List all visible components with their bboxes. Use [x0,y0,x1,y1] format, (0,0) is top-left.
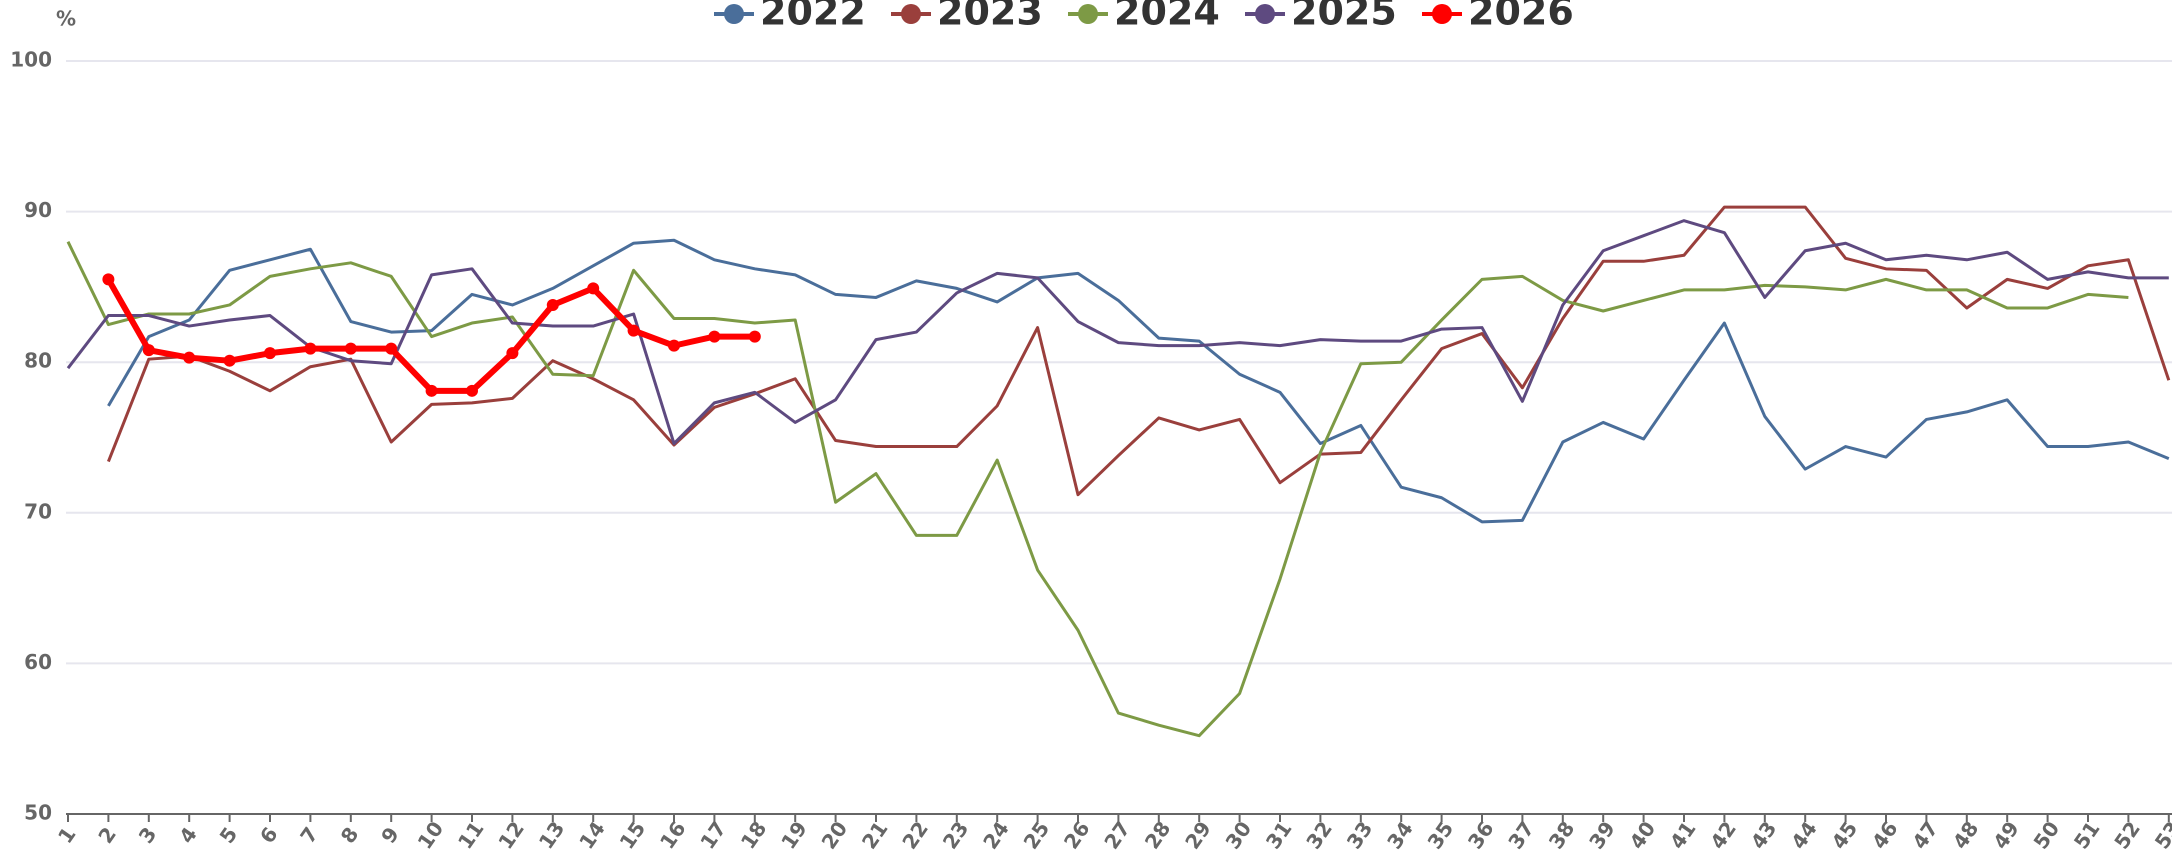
point [708,330,721,343]
x-tick-label: 16 [655,817,691,854]
x-tick-label: 30 [1221,817,1257,854]
x-tick-label: 43 [1746,817,1782,854]
point [183,351,196,364]
legend-item: 2025 [1245,0,1397,34]
x-tick-label: 48 [1948,817,1984,854]
point [344,342,357,355]
point [748,330,761,343]
x-tick-label: 33 [1342,817,1378,854]
y-tick-label: 50 [24,801,52,825]
x-tick-label: 19 [776,817,812,854]
x-tick-label: 2 [93,823,121,848]
x-tick-label: 46 [1867,817,1903,854]
y-tick-label: 60 [24,650,52,674]
point [587,282,600,295]
point [466,384,478,397]
x-tick-label: 42 [1705,817,1741,854]
x-tick-label: 38 [1544,817,1580,854]
legend-marker [1078,4,1098,24]
series-line [107,205,2171,497]
x-tick-label: 41 [1665,817,1701,854]
legend-marker [901,4,921,24]
point [668,339,680,352]
x-tick-label: 6 [255,823,283,848]
x-tick-label: 44 [1786,817,1822,854]
series-line [107,238,2170,524]
x-tick-label: 45 [1827,817,1863,854]
series-line [66,219,2169,446]
legend-marker [724,4,744,24]
x-tick-label: 5 [215,823,243,848]
x-tick-label: 52 [2109,817,2145,854]
x-tick-label: 21 [857,817,893,854]
x-tick-label: 1 [53,823,81,848]
x-tick-label: 3 [134,823,162,848]
x-tick-label: 10 [413,817,449,854]
x-tick-label: 18 [736,817,772,854]
x-tick-label: 11 [453,817,489,854]
x-tick-label: 27 [1099,817,1135,854]
y-axis-label: % [56,7,76,31]
legend-marker [1255,4,1275,24]
x-tick-label: 22 [897,817,933,854]
point [546,298,559,311]
x-tick-label: 23 [938,817,974,854]
legend-label: 2025 [1291,0,1397,34]
y-tick-label: 70 [24,499,52,523]
point [102,273,115,286]
legend-item: 2024 [1068,0,1220,34]
y-tick-label: 100 [10,48,52,72]
x-tick-label: 8 [336,823,364,848]
x-tick-label: 25 [1019,817,1055,854]
x-tick-label: 24 [978,817,1014,854]
point [425,384,438,397]
x-tick-label: 53 [2150,817,2172,854]
x-tick-label: 14 [574,817,610,854]
legend-item: 2022 [714,0,866,34]
x-tick-label: 40 [1625,817,1661,854]
x-tick-label: 28 [1140,817,1176,854]
y-tick-label: 80 [24,349,52,373]
x-tick-label: 29 [1180,817,1216,854]
x-tick-label: 17 [695,817,731,854]
x-tick-label: 9 [376,823,404,848]
x-tick-label: 20 [817,817,853,854]
point [627,324,640,337]
x-tick-label: 15 [615,817,651,854]
point [304,342,317,355]
x-tick-label: 7 [295,823,323,848]
point [385,342,398,355]
legend-label: 2024 [1114,0,1220,34]
x-tick-label: 35 [1423,817,1459,854]
point [223,354,236,367]
series-line [66,241,2129,738]
point [142,344,155,357]
point [506,347,519,360]
legend-label: 2023 [937,0,1043,34]
y-tick-label: 90 [24,198,52,222]
legend-label: 2026 [1468,0,1574,34]
x-tick-label: 36 [1463,817,1499,854]
x-tick-label: 34 [1382,817,1418,854]
x-tick-label: 49 [1988,817,2024,854]
point [264,347,276,360]
legend-item: 2026 [1422,0,1574,34]
legend-label: 2022 [760,0,866,34]
x-tick-label: 51 [2069,817,2105,854]
x-tick-label: 12 [493,817,529,854]
x-tick-label: 37 [1503,817,1539,854]
x-tick-label: 50 [2029,817,2065,854]
x-tick-label: 39 [1584,817,1620,854]
x-tick-label: 47 [1907,817,1943,854]
legend-marker [1432,4,1452,24]
x-tick-label: 31 [1261,817,1297,854]
x-tick-label: 32 [1301,817,1337,854]
legend-item: 2023 [891,0,1043,34]
x-tick-label: 13 [534,817,570,854]
x-tick-label: 4 [174,823,202,848]
x-tick-label: 26 [1059,817,1095,854]
